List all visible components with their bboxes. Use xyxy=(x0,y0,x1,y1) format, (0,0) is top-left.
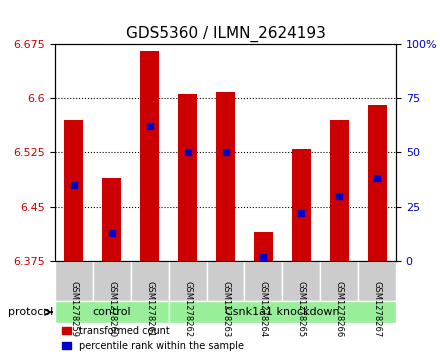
FancyBboxPatch shape xyxy=(93,261,131,301)
Text: GSM1278263: GSM1278263 xyxy=(221,281,230,338)
Text: GSM1278260: GSM1278260 xyxy=(107,281,116,338)
Text: GSM1278265: GSM1278265 xyxy=(297,281,306,338)
FancyBboxPatch shape xyxy=(169,301,396,323)
Bar xyxy=(140,51,159,261)
Text: GSM1278259: GSM1278259 xyxy=(70,281,78,338)
Bar xyxy=(254,232,273,261)
FancyBboxPatch shape xyxy=(206,261,245,301)
Bar xyxy=(367,105,386,261)
Bar xyxy=(178,94,197,261)
Text: GSM1278267: GSM1278267 xyxy=(373,281,381,338)
FancyBboxPatch shape xyxy=(131,261,169,301)
FancyBboxPatch shape xyxy=(55,301,169,323)
Bar xyxy=(292,148,311,261)
FancyBboxPatch shape xyxy=(320,261,358,301)
Bar xyxy=(216,92,235,261)
Title: GDS5360 / ILMN_2624193: GDS5360 / ILMN_2624193 xyxy=(125,26,326,42)
Bar xyxy=(330,120,348,261)
Text: Csnk1a1 knockdown: Csnk1a1 knockdown xyxy=(225,307,340,317)
Text: GSM1278261: GSM1278261 xyxy=(145,281,154,338)
Legend: transformed count, percentile rank within the sample: transformed count, percentile rank withi… xyxy=(58,322,248,355)
Text: GSM1278262: GSM1278262 xyxy=(183,281,192,338)
Text: GSM1278266: GSM1278266 xyxy=(335,281,344,338)
FancyBboxPatch shape xyxy=(55,261,93,301)
FancyBboxPatch shape xyxy=(169,261,206,301)
Text: GSM1278264: GSM1278264 xyxy=(259,281,268,338)
Text: protocol: protocol xyxy=(8,307,53,317)
FancyBboxPatch shape xyxy=(282,261,320,301)
Text: control: control xyxy=(92,307,131,317)
Bar xyxy=(103,178,121,261)
FancyBboxPatch shape xyxy=(245,261,282,301)
Bar xyxy=(65,120,84,261)
FancyBboxPatch shape xyxy=(358,261,396,301)
